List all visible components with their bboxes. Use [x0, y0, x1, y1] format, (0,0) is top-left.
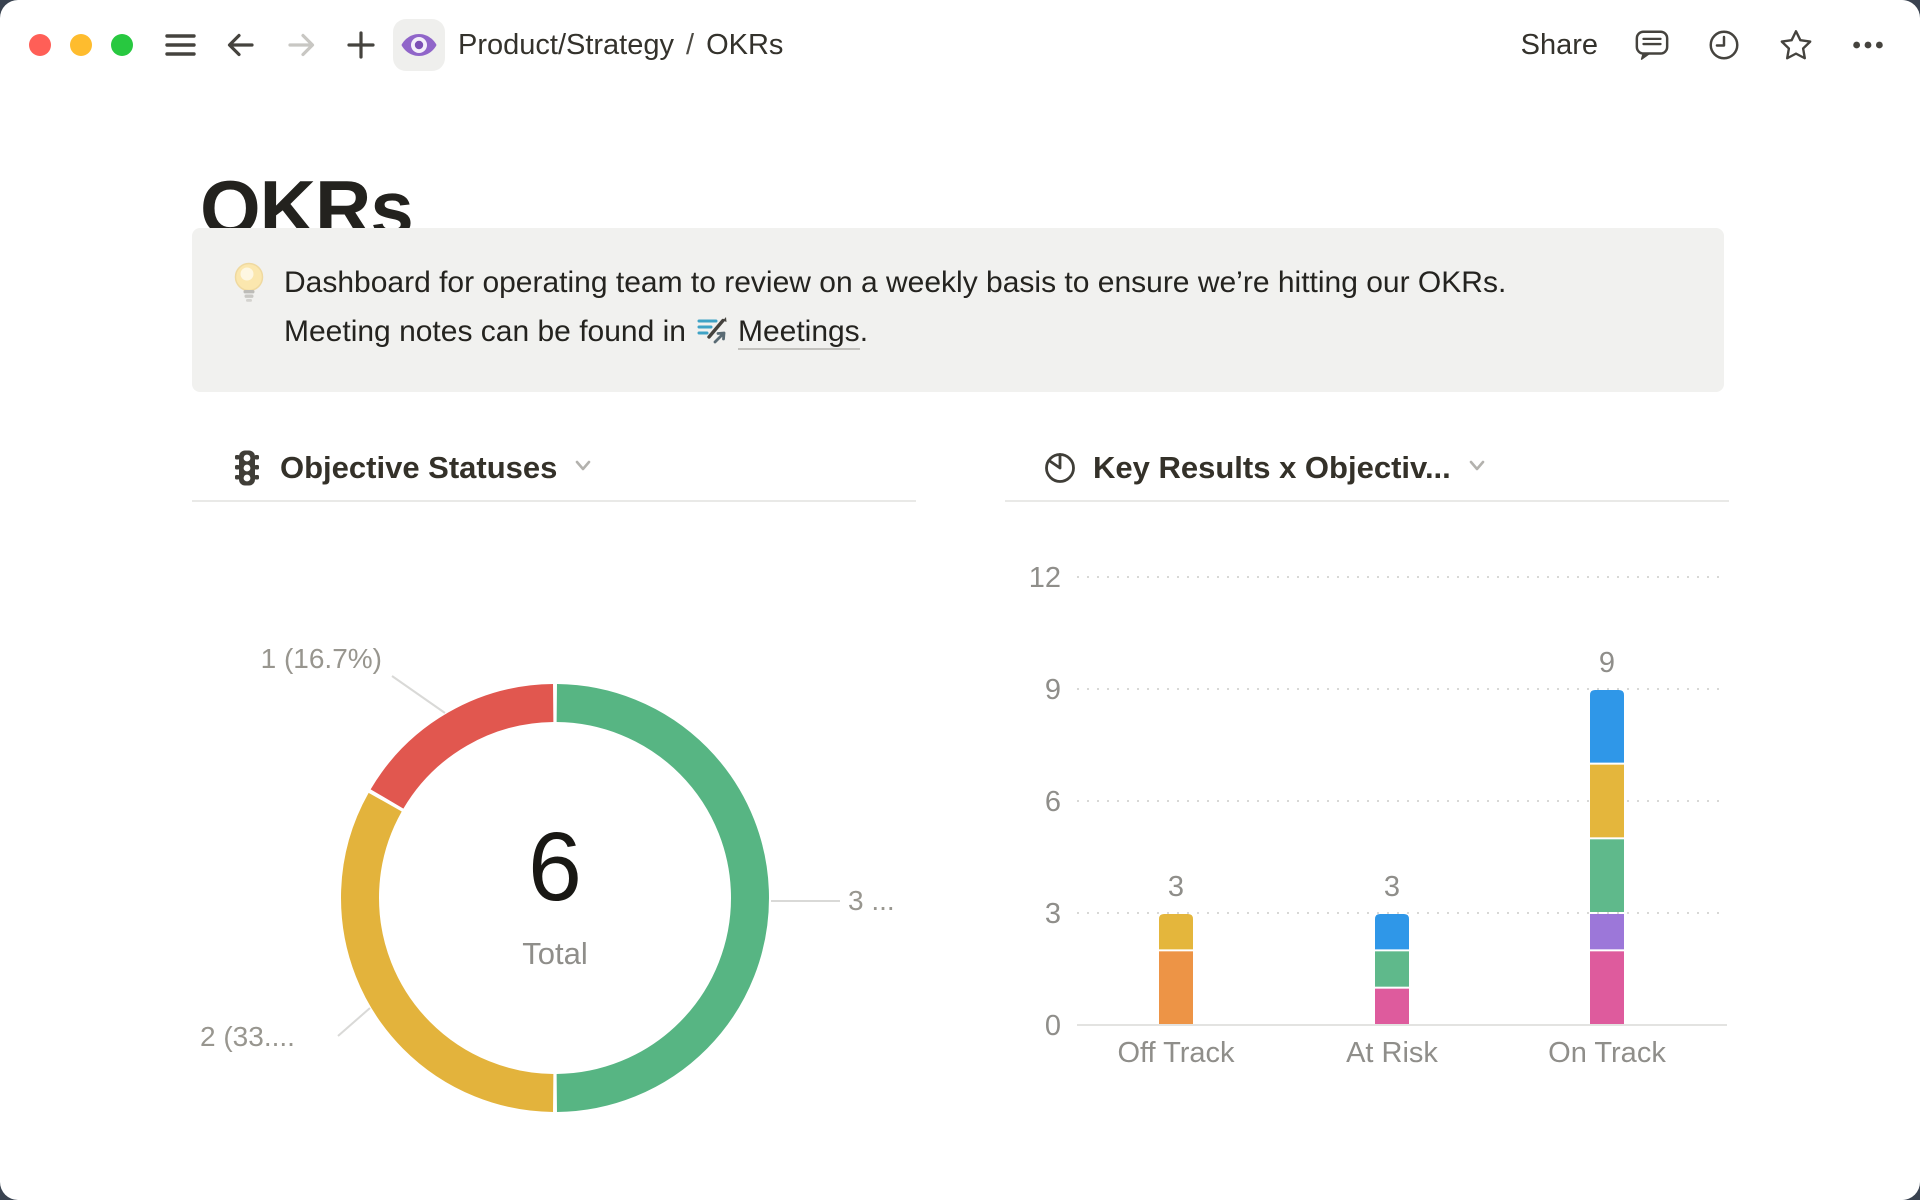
donut-label-yellow: 2 (33....: [200, 1021, 295, 1052]
x-axis-label: At Risk: [1346, 1037, 1438, 1069]
favorite-star-icon[interactable]: [1778, 27, 1814, 63]
new-page-icon[interactable]: [343, 27, 379, 63]
y-tick-label: 9: [1045, 674, 1061, 706]
callout-line-1: Dashboard for operating team to review o…: [284, 266, 1507, 299]
donut-center-value: 6: [528, 812, 582, 921]
callout-line-2-prefix: Meeting notes can be found in: [284, 315, 686, 348]
bar-value-label: 3: [1384, 871, 1400, 903]
y-tick-label: 6: [1045, 786, 1061, 818]
toolbar: Product/Strategy / OKRs Share: [0, 0, 1920, 90]
breadcrumb-item-product-strategy[interactable]: Product/Strategy: [458, 28, 674, 61]
breadcrumb: Product/Strategy / OKRs: [458, 29, 783, 62]
bar-segment-purple[interactable]: [1590, 914, 1624, 950]
callout-text: Dashboard for operating team to review o…: [284, 258, 1506, 362]
x-axis-label: On Track: [1548, 1037, 1666, 1069]
donut-segments: [341, 684, 769, 1112]
bar-segment-yellow[interactable]: [1590, 764, 1624, 838]
callout-line-2-suffix: .: [859, 315, 869, 348]
lightbulb-icon[interactable]: [228, 258, 284, 362]
callout: Dashboard for operating team to review o…: [192, 228, 1724, 392]
bar-segment-yellow[interactable]: [1159, 914, 1193, 950]
donut-label-red: 1 (16.7%): [261, 643, 382, 674]
chevron-down-icon[interactable]: [1465, 453, 1489, 482]
donut-segment-yellow[interactable]: [341, 684, 769, 1112]
bar-chart-body: 0 3 6 9 12 3 Off Track 3 At Risk 9 On Track: [1005, 502, 1729, 1200]
donut-chart-body: 1 (16.7%) 2 (33.... 3 ... 6 Total: [192, 502, 916, 1200]
bars-svg: 0 3 6 9 12 3 Off Track 3 At Risk 9 On Track: [1029, 562, 1727, 1069]
y-tick-label: 3: [1045, 898, 1061, 930]
forward-icon[interactable]: [283, 27, 319, 63]
meetings-page-icon: [696, 313, 730, 362]
close-window-button[interactable]: [29, 34, 51, 56]
breadcrumb-item-okrs[interactable]: OKRs: [706, 28, 784, 61]
donut-label-green: 3 ...: [848, 885, 895, 916]
more-options-icon[interactable]: [1850, 27, 1886, 63]
donut-center-label: Total: [522, 936, 587, 971]
objective-statuses-chart: Objective Statuses 1 (16.7%) 2 (33.... 3…: [192, 435, 916, 1200]
bar-segment-pink[interactable]: [1375, 988, 1409, 1024]
share-button[interactable]: Share: [1520, 28, 1598, 61]
bar-segment-green[interactable]: [1590, 839, 1624, 912]
key-results-chart: Key Results x Objectiv... 0 3 6 9 12 3 Off Tra…: [1005, 435, 1729, 1200]
window-controls: [29, 34, 133, 56]
toolbar-left-group: Product/Strategy / OKRs: [29, 19, 783, 71]
key-results-title: Key Results x Objectiv...: [1093, 449, 1451, 485]
bar-segment-orange[interactable]: [1159, 951, 1193, 1024]
pie-chart-icon: [1041, 449, 1079, 487]
bar-value-label: 9: [1599, 647, 1615, 679]
x-axis-label: Off Track: [1117, 1037, 1235, 1069]
breadcrumb-separator: /: [686, 28, 695, 61]
bar-segment-pink[interactable]: [1590, 951, 1624, 1024]
y-tick-label: 12: [1029, 562, 1061, 594]
chevron-down-icon[interactable]: [571, 453, 595, 482]
donut-segment-green[interactable]: [341, 684, 769, 1112]
history-clock-icon[interactable]: [1706, 27, 1742, 63]
y-tick-label: 0: [1045, 1010, 1061, 1042]
meetings-link[interactable]: Meetings: [737, 315, 860, 350]
bar-segment-green[interactable]: [1375, 951, 1409, 987]
bar-value-label: 3: [1168, 871, 1184, 903]
key-results-header[interactable]: Key Results x Objectiv...: [1005, 435, 1729, 502]
bar-segment-blue[interactable]: [1590, 690, 1624, 763]
objective-statuses-title: Objective Statuses: [280, 449, 558, 485]
maximize-window-button[interactable]: [111, 34, 133, 56]
page-eye-icon[interactable]: [393, 19, 445, 71]
back-icon[interactable]: [223, 27, 259, 63]
toolbar-right-group: Share: [1521, 27, 1886, 63]
sidebar-menu-icon[interactable]: [163, 27, 199, 63]
objective-statuses-header[interactable]: Objective Statuses: [192, 435, 916, 502]
bar-segment-blue[interactable]: [1375, 914, 1409, 950]
donut-leader-lines: [337, 675, 840, 1037]
bar-plot: 0 3 6 9 12 3 Off Track 3 At Risk 9 On Track: [1029, 562, 1727, 1069]
comments-icon[interactable]: [1634, 27, 1670, 63]
traffic-light-icon: [228, 449, 266, 487]
callout-line-2: Meeting notes can be found in Meetings.: [284, 307, 1506, 362]
minimize-window-button[interactable]: [70, 34, 92, 56]
donut-svg: 1 (16.7%) 2 (33.... 3 ... 6 Total: [200, 643, 895, 1112]
